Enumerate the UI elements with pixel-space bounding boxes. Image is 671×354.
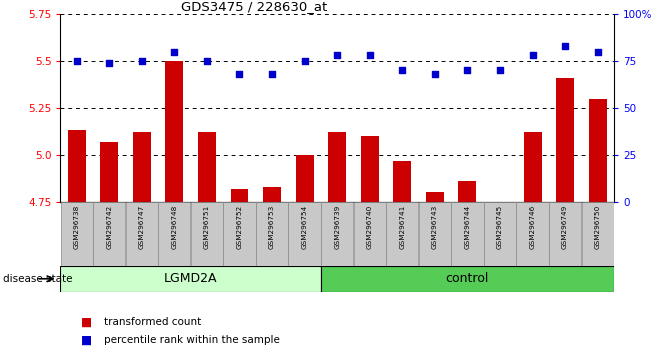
FancyBboxPatch shape xyxy=(517,202,549,266)
FancyBboxPatch shape xyxy=(125,202,158,266)
FancyBboxPatch shape xyxy=(452,202,484,266)
Point xyxy=(397,68,408,73)
Point xyxy=(592,49,603,55)
FancyBboxPatch shape xyxy=(419,202,451,266)
Point xyxy=(234,72,245,77)
Text: percentile rank within the sample: percentile rank within the sample xyxy=(104,335,280,345)
Text: GSM296747: GSM296747 xyxy=(139,205,145,249)
Bar xyxy=(198,132,216,202)
FancyBboxPatch shape xyxy=(60,266,321,292)
Text: disease state: disease state xyxy=(3,274,72,284)
Text: control: control xyxy=(446,272,489,285)
Text: GSM296750: GSM296750 xyxy=(595,205,601,249)
Point xyxy=(71,58,82,64)
Bar xyxy=(166,61,183,202)
Point xyxy=(429,72,440,77)
Bar xyxy=(393,160,411,202)
Text: transformed count: transformed count xyxy=(104,317,201,327)
Point xyxy=(527,53,538,58)
FancyBboxPatch shape xyxy=(321,266,614,292)
Text: GSM296749: GSM296749 xyxy=(562,205,568,249)
FancyBboxPatch shape xyxy=(549,202,581,266)
Text: GSM296748: GSM296748 xyxy=(171,205,177,249)
Text: GSM296739: GSM296739 xyxy=(334,205,340,249)
Bar xyxy=(328,132,346,202)
Point xyxy=(495,68,505,73)
FancyBboxPatch shape xyxy=(93,202,125,266)
Bar xyxy=(458,181,476,202)
Text: GSM296738: GSM296738 xyxy=(74,205,80,249)
Text: GSM296745: GSM296745 xyxy=(497,205,503,249)
FancyBboxPatch shape xyxy=(484,202,516,266)
Text: GSM296746: GSM296746 xyxy=(529,205,535,249)
Point xyxy=(169,49,180,55)
Point xyxy=(364,53,375,58)
Point xyxy=(266,72,277,77)
Text: LGMD2A: LGMD2A xyxy=(164,272,217,285)
Text: GSM296751: GSM296751 xyxy=(204,205,210,249)
FancyBboxPatch shape xyxy=(223,202,256,266)
Bar xyxy=(100,142,118,202)
Text: GSM296754: GSM296754 xyxy=(301,205,307,249)
Bar xyxy=(133,132,151,202)
Text: ■: ■ xyxy=(81,333,92,346)
Bar xyxy=(426,193,444,202)
FancyBboxPatch shape xyxy=(321,202,354,266)
FancyBboxPatch shape xyxy=(60,202,93,266)
FancyBboxPatch shape xyxy=(191,202,223,266)
Text: GSM296744: GSM296744 xyxy=(464,205,470,249)
Point xyxy=(299,58,310,64)
Bar xyxy=(556,78,574,202)
Point xyxy=(462,68,473,73)
Bar xyxy=(491,202,509,204)
Bar xyxy=(523,132,541,202)
Point xyxy=(332,53,343,58)
Bar xyxy=(588,98,607,202)
Point xyxy=(104,60,115,66)
FancyBboxPatch shape xyxy=(158,202,191,266)
Point xyxy=(136,58,147,64)
Bar xyxy=(296,155,313,202)
Text: GSM296742: GSM296742 xyxy=(106,205,112,249)
Bar xyxy=(361,136,378,202)
Text: ■: ■ xyxy=(81,316,92,329)
Text: GSM296753: GSM296753 xyxy=(269,205,275,249)
Text: GSM296743: GSM296743 xyxy=(432,205,438,249)
Bar xyxy=(231,189,248,202)
FancyBboxPatch shape xyxy=(582,202,614,266)
FancyBboxPatch shape xyxy=(354,202,386,266)
Bar xyxy=(263,187,281,202)
Point xyxy=(560,43,570,49)
Point xyxy=(201,58,212,64)
FancyBboxPatch shape xyxy=(256,202,288,266)
Text: GSM296741: GSM296741 xyxy=(399,205,405,249)
Text: GSM296740: GSM296740 xyxy=(367,205,373,249)
Bar xyxy=(68,131,86,202)
Text: GSM296752: GSM296752 xyxy=(236,205,242,249)
FancyBboxPatch shape xyxy=(386,202,419,266)
FancyBboxPatch shape xyxy=(289,202,321,266)
Title: GDS3475 / 228630_at: GDS3475 / 228630_at xyxy=(181,0,327,13)
